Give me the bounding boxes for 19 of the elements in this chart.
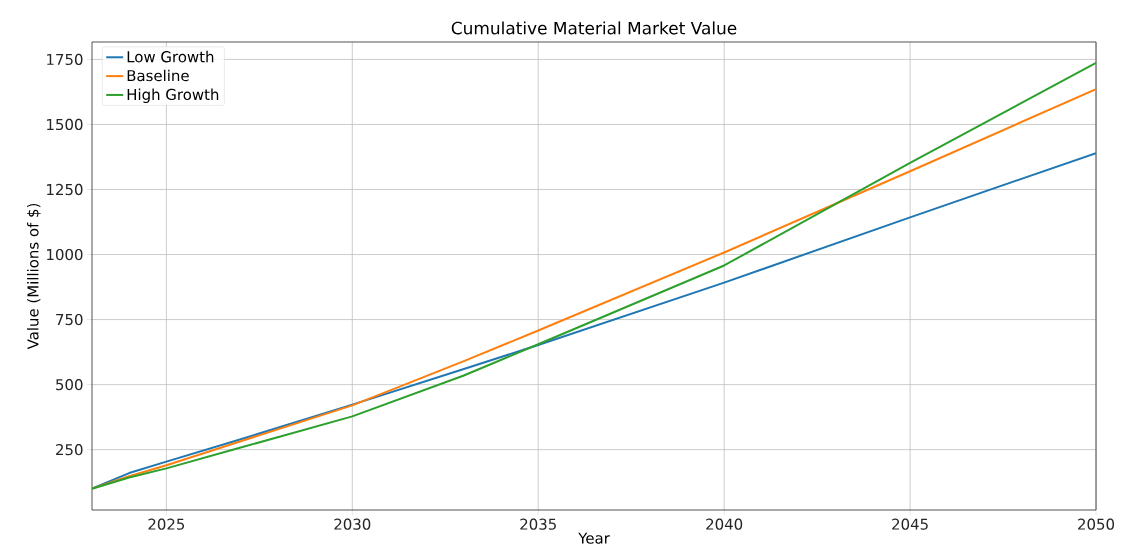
y-axis-title: Value (Millions of $) [27,203,41,350]
x-tick-label: 2050 [1078,518,1115,530]
x-tick-label: 2040 [706,518,743,530]
x-axis-title: Year [578,532,610,544]
y-tick-label: 750 [56,313,83,326]
y-tick-label: 1500 [47,118,83,131]
x-tick-label: 2030 [334,518,371,530]
y-tick-label: 1750 [47,53,83,66]
x-tick-label: 2045 [892,518,928,530]
y-tick-label: 1250 [47,183,83,196]
legend-label: Baseline [127,69,189,82]
x-tick-label: 2025 [148,518,185,530]
legend-label: High Growth [127,88,219,103]
y-tick-label: 1000 [47,248,83,261]
x-tick-label: 2035 [520,518,556,530]
y-tick-label: 500 [56,378,83,391]
legend-label: Low Growth [127,50,214,63]
y-tick-label: 250 [56,443,83,456]
chart-title: Cumulative Material Market Value [451,21,737,35]
